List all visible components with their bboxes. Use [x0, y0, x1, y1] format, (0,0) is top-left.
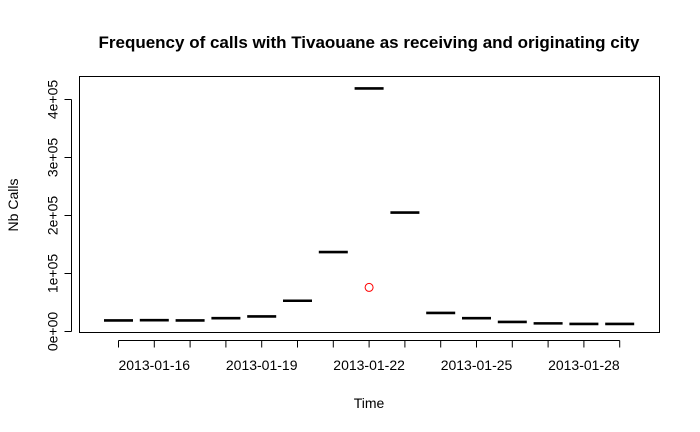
plot-frame	[79, 76, 660, 333]
x-axis: 2013-01-16 2013-01-19 2013-01-22 2013-01-25…	[118, 340, 621, 373]
y-tick-label: 0e+00	[45, 312, 61, 352]
bars	[104, 87, 635, 326]
outliers	[364, 282, 374, 292]
y-tick-label: 2e+05	[45, 196, 61, 236]
y-tick-label: 1e+05	[45, 254, 61, 294]
y-tick-label: 3e+05	[45, 138, 61, 178]
y-tick-label: 4e+05	[45, 80, 61, 120]
y-axis-label: Nb Calls	[5, 179, 21, 232]
x-tick-label: 2013-01-25	[441, 357, 513, 373]
chart-title: Frequency of calls with Tivaouane as rec…	[99, 33, 641, 52]
y-axis: 0e+00 1e+05 2e+05 3e+05 4e+05	[45, 80, 72, 352]
x-tick-label: 2013-01-28	[548, 357, 620, 373]
x-tick-label: 2013-01-19	[226, 357, 298, 373]
outlier-point	[364, 282, 374, 292]
x-tick-label: 2013-01-16	[118, 357, 190, 373]
x-axis-label: Time	[354, 395, 385, 411]
x-tick-label: 2013-01-22	[333, 357, 405, 373]
